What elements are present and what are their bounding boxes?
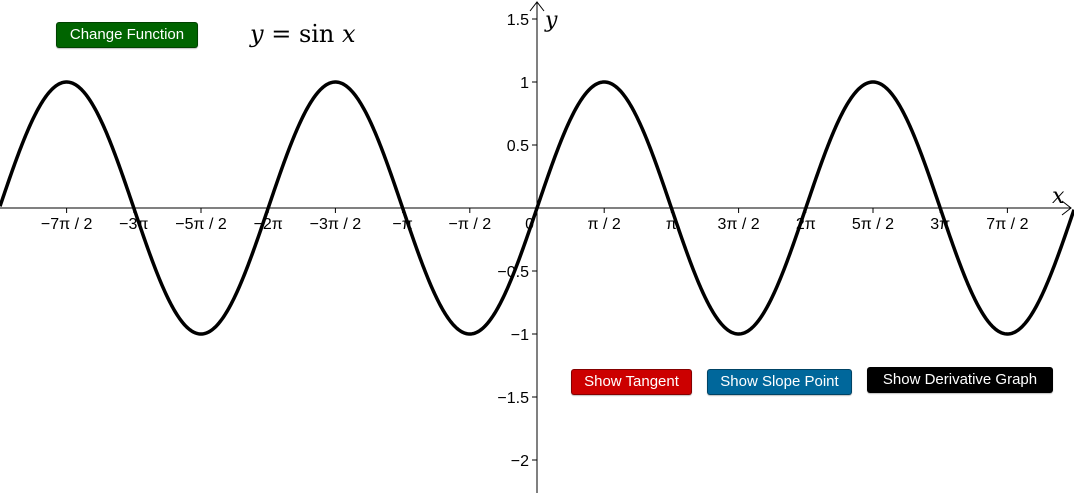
x-tick-label: 5π / 2 xyxy=(852,216,894,233)
function-var: x xyxy=(342,20,356,48)
x-tick-label: −3π xyxy=(119,216,148,233)
show-slope-point-button[interactable]: Show Slope Point xyxy=(707,369,852,395)
function-lhs: y xyxy=(250,20,264,48)
y-tick-label: −2 xyxy=(511,453,529,470)
y-tick-label: −1 xyxy=(511,327,529,344)
x-tick-label: −2π xyxy=(254,216,283,233)
x-axis-arrow xyxy=(1061,200,1072,216)
y-tick-label: 1.5 xyxy=(507,12,529,29)
y-axis-arrow xyxy=(529,1,545,12)
x-tick-label: π / 2 xyxy=(588,216,621,233)
y-tick-label: 1 xyxy=(520,75,529,92)
x-tick-label: −π / 2 xyxy=(448,216,491,233)
show-tangent-button[interactable]: Show Tangent xyxy=(571,369,692,395)
y-axis-label: y xyxy=(544,8,558,33)
show-derivative-graph-button[interactable]: Show Derivative Graph xyxy=(867,367,1053,393)
change-function-button[interactable]: Change Function xyxy=(56,22,198,48)
y-tick-label: 0.5 xyxy=(507,138,529,155)
x-tick-label: −7π / 2 xyxy=(41,216,93,233)
sine-curve xyxy=(0,80,1074,336)
x-tick-label: −3π / 2 xyxy=(310,216,362,233)
y-tick-label: −1.5 xyxy=(497,390,529,407)
function-name: sin xyxy=(298,20,335,48)
function-equals: = xyxy=(263,20,299,48)
x-tick-label: 7π / 2 xyxy=(986,216,1028,233)
x-tick-label: −5π / 2 xyxy=(175,216,227,233)
x-axis-label: x xyxy=(1052,184,1065,209)
function-label: y = sin x xyxy=(250,20,356,48)
x-tick-label: 3π / 2 xyxy=(718,216,760,233)
x-tick-label: π xyxy=(666,216,677,233)
